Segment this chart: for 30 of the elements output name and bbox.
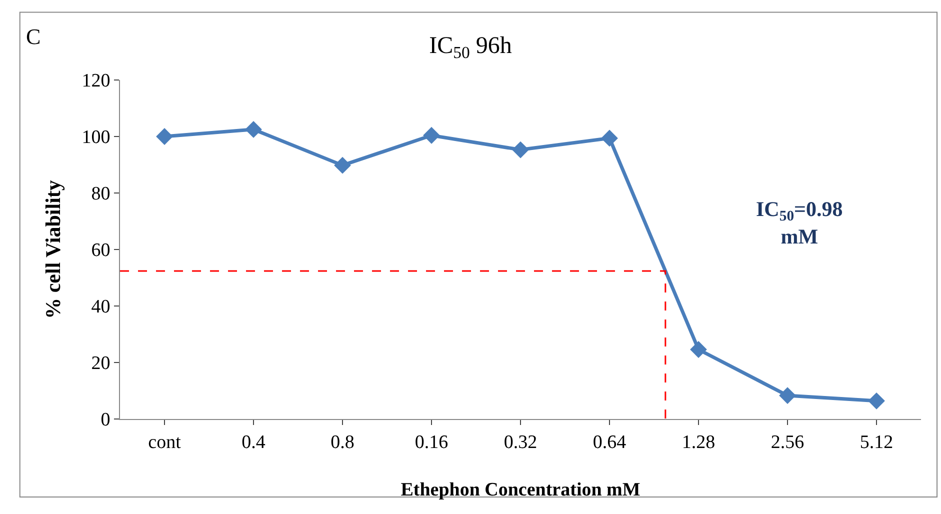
y-tick-label: 20 — [91, 353, 110, 374]
point — [245, 120, 262, 138]
point — [512, 141, 529, 158]
point — [423, 126, 440, 144]
x-tick-label: 5.12 — [860, 432, 894, 453]
point — [690, 341, 707, 358]
y-tick-label: 80 — [91, 184, 110, 205]
y-tick-label: 0 — [100, 410, 110, 431]
x-tick-label: 0.16 — [414, 432, 448, 453]
text: C — [26, 24, 41, 49]
y-axis-title: % cell Viability — [40, 180, 65, 319]
x-tick-label: 2.56 — [770, 432, 804, 453]
x-tick-label: 0.8 — [330, 432, 354, 453]
point — [868, 392, 885, 410]
annotation: IC$_{50}$=0.98 mM — [756, 197, 843, 248]
x-tick-label: 1.28 — [682, 432, 716, 453]
point — [334, 156, 351, 174]
x-axis-title: Ethephon Concentration mM — [400, 480, 640, 501]
x-tick-label: 0.4 — [242, 432, 266, 453]
point — [156, 128, 173, 145]
y-tick-label: 120 — [82, 70, 110, 92]
y-tick-label: 60 — [91, 240, 110, 262]
y-tick-label: 100 — [82, 127, 110, 148]
y-tick-label: 40 — [91, 296, 110, 318]
x-tick-label: 0.32 — [504, 432, 538, 453]
x-tick-label: 0.64 — [592, 432, 627, 453]
point — [779, 387, 796, 404]
x-tick-label: cont — [148, 432, 182, 453]
point — [601, 130, 618, 147]
chart-title: IC$_{50}$ 96h — [429, 32, 512, 62]
